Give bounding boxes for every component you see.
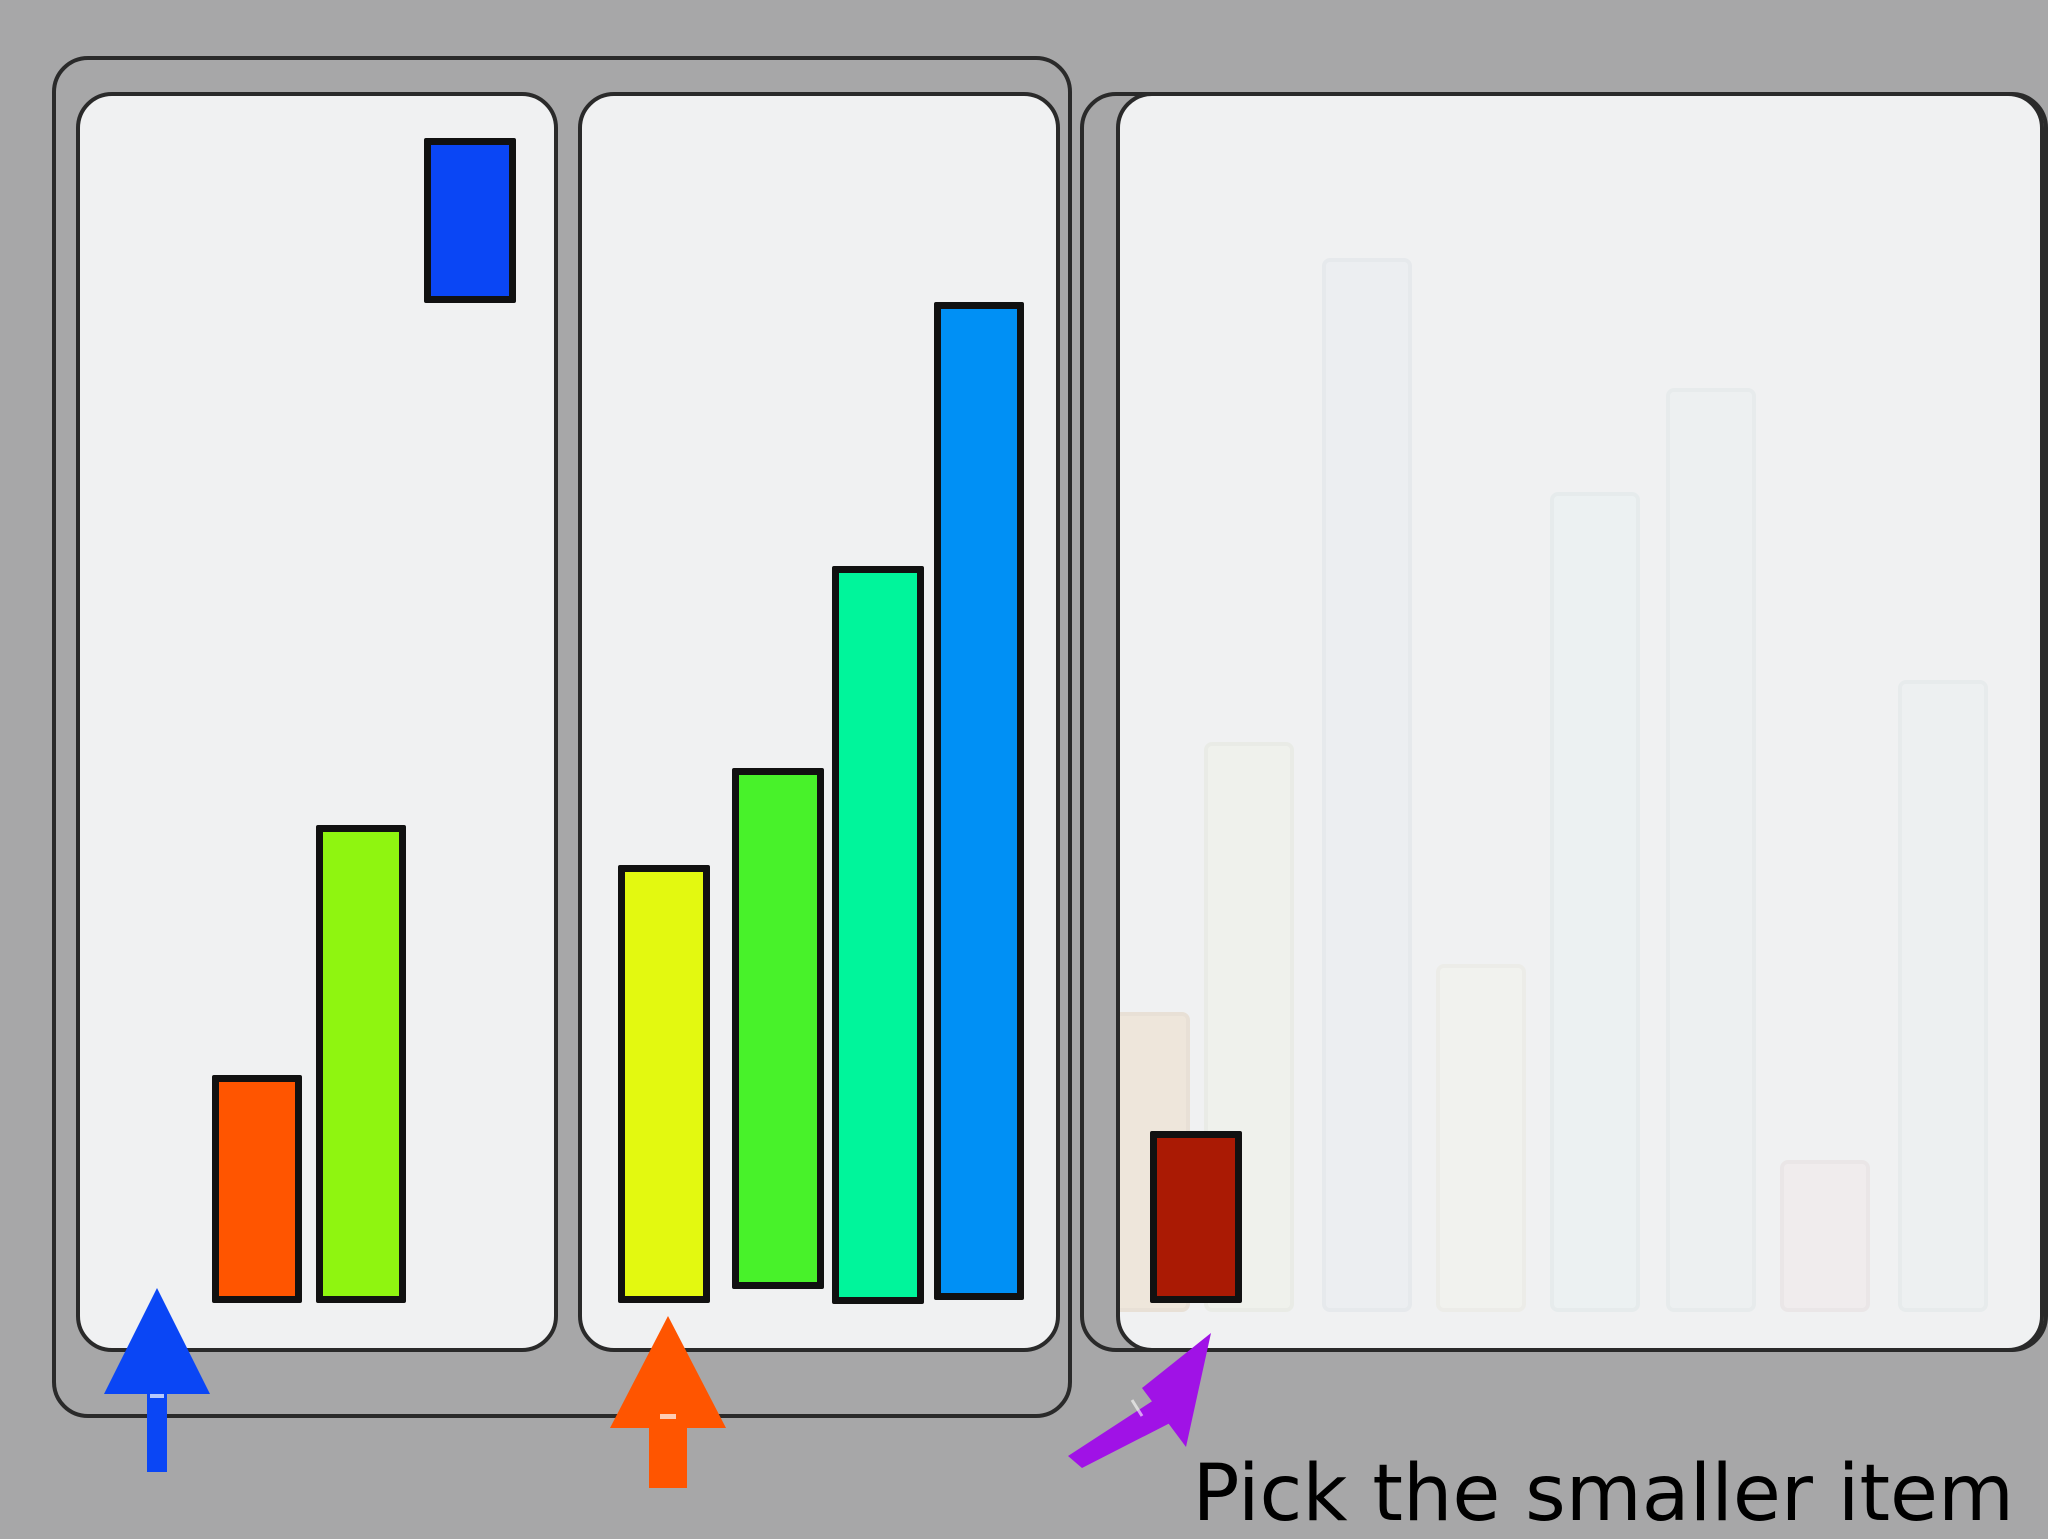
orange-up-arrow-icon <box>610 1316 726 1488</box>
instruction-text: Pick the smaller item <box>1192 1449 2014 1539</box>
bar-left-2[interactable] <box>316 825 406 1303</box>
bar-left-3[interactable] <box>424 138 516 303</box>
option-panel-right[interactable] <box>1116 92 2044 1352</box>
bar-middle-2[interactable] <box>732 768 824 1289</box>
bar-middle-3[interactable] <box>832 566 924 1304</box>
bar-middle-1[interactable] <box>618 865 710 1303</box>
bar-middle-4[interactable] <box>934 302 1024 1300</box>
selected-pair-frame <box>52 56 1072 1418</box>
bar-left-1[interactable] <box>212 1075 302 1303</box>
bar-right-1[interactable] <box>1150 1131 1242 1303</box>
purple-pointer-arrow-icon <box>1068 1333 1211 1468</box>
blue-up-arrow-icon <box>104 1288 210 1472</box>
